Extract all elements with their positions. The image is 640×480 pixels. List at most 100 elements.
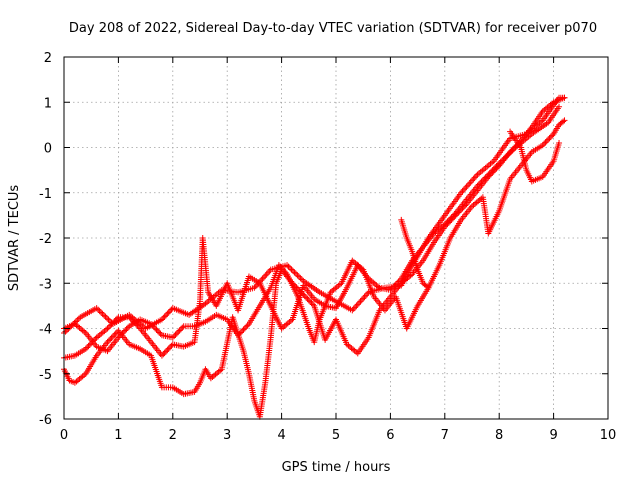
data-point-marker	[164, 346, 171, 353]
data-point-marker	[122, 327, 129, 334]
data-point-marker	[173, 330, 180, 337]
data-point-marker	[308, 300, 315, 307]
data-point-marker	[285, 263, 292, 270]
data-point-marker	[104, 339, 111, 346]
data-point-marker	[466, 180, 473, 187]
data-point-marker	[163, 348, 169, 355]
data-point-marker	[235, 332, 242, 339]
y-tick-label: 0	[44, 142, 52, 157]
data-point-marker	[508, 147, 515, 154]
x-tick-label: 8	[495, 428, 503, 443]
y-tick-label: -6	[39, 413, 52, 428]
x-tick-label: 1	[114, 428, 122, 443]
data-point-marker	[494, 164, 501, 171]
data-point-marker	[176, 327, 183, 334]
data-point-marker	[556, 139, 563, 146]
data-point-marker	[172, 331, 179, 338]
data-point-marker	[469, 177, 475, 184]
data-point-marker	[447, 218, 454, 225]
data-point-marker	[85, 343, 92, 350]
data-point-marker	[123, 326, 130, 333]
data-point-marker	[284, 262, 291, 269]
data-point-marker	[105, 316, 112, 323]
data-point-marker	[539, 142, 546, 149]
chart-title: Day 208 of 2022, Sidereal Day-to-day VTE…	[69, 21, 597, 36]
data-point-marker	[467, 179, 474, 186]
data-point-marker	[74, 317, 81, 324]
data-point-marker	[119, 330, 126, 337]
x-tick-label: 7	[441, 428, 449, 443]
data-point-marker	[358, 296, 365, 303]
data-point-marker	[298, 276, 305, 283]
data-point-marker	[96, 308, 103, 315]
data-point-marker	[560, 118, 567, 125]
data-point-marker	[296, 287, 303, 294]
data-point-marker	[150, 323, 157, 330]
data-point-marker	[105, 337, 112, 344]
data-point-marker	[561, 117, 568, 124]
data-point-marker	[114, 315, 121, 322]
data-point-marker	[99, 310, 106, 317]
data-point-marker	[545, 136, 552, 143]
data-point-marker	[488, 171, 495, 178]
data-point-marker	[152, 325, 159, 332]
data-point-marker	[134, 322, 141, 329]
data-point-marker	[295, 273, 302, 280]
data-point-marker	[171, 333, 178, 340]
data-point-marker	[362, 292, 369, 299]
data-point-marker	[148, 320, 155, 327]
data-point-marker	[462, 185, 469, 192]
data-point-marker	[104, 325, 111, 332]
data-point-marker	[116, 333, 123, 340]
data-point-marker	[451, 213, 458, 220]
data-point-marker	[118, 331, 125, 338]
data-point-marker	[107, 322, 114, 329]
data-point-marker	[102, 313, 109, 320]
y-tick-label: 1	[44, 96, 52, 111]
y-tick-label: -2	[39, 232, 52, 247]
data-point-marker	[129, 317, 135, 324]
data-point-marker	[463, 183, 470, 190]
data-point-marker	[547, 133, 554, 140]
data-point-marker	[237, 329, 244, 336]
data-point-marker	[158, 352, 165, 359]
series-track-f	[507, 128, 563, 185]
data-point-marker	[455, 209, 462, 216]
data-point-marker	[95, 306, 102, 313]
data-point-marker	[459, 205, 466, 212]
y-tick-label: -3	[39, 277, 52, 292]
tick-layer: 0 1 2 3 4 5 6 7 8 9 10 -6 -5 -4 -3 -2 -1 0 1 2	[39, 51, 616, 443]
data-point-marker	[459, 188, 466, 195]
data-point-marker	[443, 222, 450, 229]
x-tick-label: 3	[223, 428, 231, 443]
data-point-marker	[387, 287, 394, 294]
data-point-marker	[297, 288, 304, 295]
x-tick-label: 0	[60, 428, 68, 443]
data-point-marker	[236, 330, 243, 337]
data-point-marker	[75, 315, 82, 322]
data-point-marker	[470, 176, 477, 183]
data-point-marker	[104, 315, 111, 322]
data-point-marker	[86, 341, 93, 348]
data-point-marker	[164, 310, 171, 317]
data-point-marker	[448, 216, 455, 223]
data-point-marker	[82, 345, 89, 352]
data-point-marker	[168, 342, 175, 349]
data-point-marker	[391, 282, 398, 289]
data-point-marker	[124, 324, 131, 331]
data-point-marker	[101, 312, 108, 319]
data-point-marker	[486, 172, 493, 179]
data-point-marker	[464, 182, 471, 189]
x-tick-label: 2	[169, 428, 177, 443]
data-point-marker	[456, 208, 463, 215]
data-point-marker	[303, 294, 310, 301]
data-point-marker	[458, 206, 465, 213]
data-point-marker	[549, 132, 556, 139]
data-point-marker	[556, 103, 563, 110]
data-point-marker	[301, 292, 308, 299]
data-point-marker	[111, 332, 118, 339]
y-tick-label: -4	[39, 323, 52, 338]
data-point-marker	[149, 322, 156, 329]
data-point-marker	[512, 143, 519, 150]
